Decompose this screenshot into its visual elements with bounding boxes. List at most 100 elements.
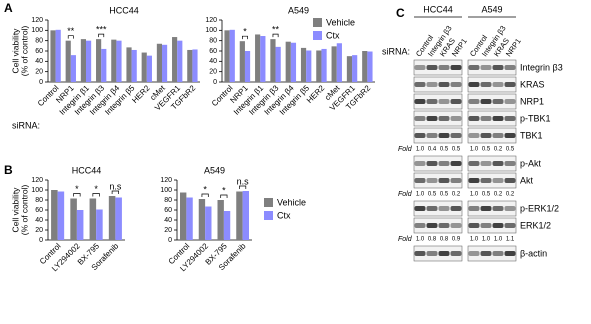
bar <box>70 55 76 82</box>
y-tick-label: 60 <box>35 207 43 214</box>
blot-band <box>492 133 504 138</box>
blot-strip <box>413 59 463 76</box>
y-tick-label: 80 <box>35 38 43 45</box>
bar <box>141 52 147 82</box>
bar <box>352 55 358 82</box>
bar <box>229 29 235 82</box>
bar <box>336 43 342 82</box>
significance-label: ** <box>67 26 75 36</box>
y-tick-label: 0 <box>168 237 172 244</box>
blot-band <box>492 116 504 121</box>
blot-strip <box>413 110 463 127</box>
blot-strip <box>413 200 463 217</box>
blot-band <box>492 161 504 166</box>
blot-band <box>426 178 438 183</box>
significance-label: * <box>94 184 98 194</box>
bar <box>172 37 178 82</box>
bar <box>275 46 281 82</box>
significance-bracket <box>67 35 74 39</box>
legend-label: Vehicle <box>277 197 306 207</box>
fold-value: 1.0 <box>416 147 425 153</box>
significance-label: n.s <box>237 176 250 186</box>
blot-band <box>480 223 492 228</box>
bar <box>131 49 137 82</box>
blot-strip <box>467 200 517 217</box>
y-tick-label: 80 <box>209 38 217 45</box>
y-tick-label: 100 <box>205 27 217 34</box>
x-prefix: siRNA: <box>12 120 40 130</box>
bar <box>205 206 212 240</box>
blot-band <box>426 133 438 138</box>
chart-title: A549 <box>204 165 225 175</box>
bar <box>331 46 337 82</box>
blot-strip <box>413 76 463 93</box>
legend-label: Vehicle <box>326 17 355 27</box>
bar <box>186 197 193 240</box>
y-axis-label: (% of control) <box>19 185 29 236</box>
bar <box>55 29 61 82</box>
bar <box>146 55 152 82</box>
significance-bracket <box>239 185 247 189</box>
blot-band <box>438 82 450 87</box>
bar <box>255 34 261 82</box>
row-label: KRAS <box>520 79 545 89</box>
fold-value: 0.8 <box>440 237 449 243</box>
blot-strip <box>467 59 517 76</box>
blot-strip <box>467 127 517 144</box>
blot-band <box>438 178 450 183</box>
y-tick-label: 100 <box>31 187 43 194</box>
blot-band <box>492 206 504 211</box>
legend-swatch <box>264 211 273 220</box>
blot-band <box>504 178 516 183</box>
blot-band <box>414 116 426 121</box>
blot-band <box>450 65 462 70</box>
fold-value: 0.2 <box>494 192 503 198</box>
bar <box>187 49 193 82</box>
bar <box>217 200 224 240</box>
row-label: p-ERK1/2 <box>520 203 559 213</box>
y-tick-label: 20 <box>35 227 43 234</box>
bar <box>236 191 243 240</box>
bar <box>86 40 92 82</box>
bar <box>111 39 117 82</box>
blot-band <box>426 251 438 256</box>
fold-value: 1.1 <box>506 237 515 243</box>
legend-label: Ctx <box>277 210 291 220</box>
significance-label: *** <box>96 24 107 34</box>
blot-band <box>450 133 462 138</box>
blot-band <box>450 161 462 166</box>
fold-value: 0.2 <box>506 192 515 198</box>
blot-band <box>492 251 504 256</box>
blot-band <box>492 178 504 183</box>
fold-label: Fold <box>398 146 413 153</box>
blot-band <box>414 223 426 228</box>
blot-band <box>426 116 438 121</box>
blot-strip <box>413 155 463 172</box>
blot-band <box>480 251 492 256</box>
y-tick-label: 20 <box>164 227 172 234</box>
significance-bracket <box>92 193 100 197</box>
group-label: HCC44 <box>423 4 453 14</box>
blot-band <box>450 116 462 121</box>
bar <box>156 43 162 82</box>
fold-value: 0.8 <box>428 237 437 243</box>
blot-band <box>492 223 504 228</box>
fold-value: 1.0 <box>494 237 503 243</box>
fold-label: Fold <box>398 236 413 243</box>
blot-strip <box>413 93 463 110</box>
blot-band <box>468 65 480 70</box>
group-label: A549 <box>481 4 502 14</box>
blot-band <box>504 161 516 166</box>
fold-value: 1.0 <box>416 237 425 243</box>
blot-band <box>438 99 450 104</box>
bar <box>96 209 103 240</box>
blot-band <box>438 206 450 211</box>
legend-swatch <box>313 31 322 40</box>
fold-value: 0.5 <box>440 192 449 198</box>
blot-band <box>414 65 426 70</box>
bar <box>96 39 102 82</box>
blot-band <box>468 99 480 104</box>
y-tick-label: 120 <box>31 177 43 184</box>
y-tick-label: 0 <box>213 79 217 86</box>
blot-band <box>438 251 450 256</box>
